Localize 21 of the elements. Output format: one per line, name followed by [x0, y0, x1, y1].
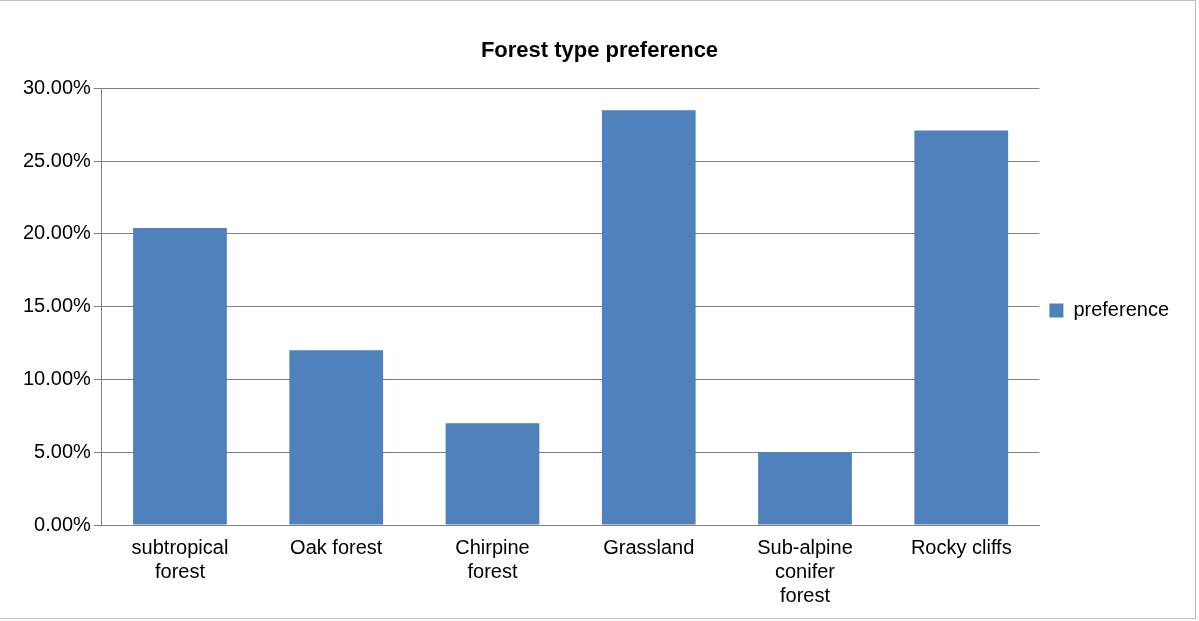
legend-label: preference — [1073, 298, 1170, 321]
x-tick-label: subtropical forest — [131, 535, 229, 582]
y-tick-label: 25.00% — [22, 148, 92, 171]
y-tick-label: 5.00% — [34, 439, 92, 462]
bar — [758, 452, 852, 525]
x-tick-label: Oak forest — [290, 535, 383, 558]
x-tick-label: Grassland — [603, 535, 695, 558]
x-tick-label: Chirpine forest — [455, 535, 530, 582]
y-tick-label: 10.00% — [22, 366, 92, 389]
y-tick-label: 30.00% — [22, 75, 92, 98]
x-tick-label: Sub-alpine conifer forest — [757, 535, 853, 606]
chart-title: Forest type preference — [480, 37, 719, 63]
bar — [601, 110, 696, 525]
x-tick-label: Rocky cliffs — [910, 535, 1012, 558]
y-tick-label: 15.00% — [22, 294, 92, 317]
y-tick-label: 20.00% — [22, 221, 92, 244]
bar — [289, 350, 384, 525]
bar — [914, 130, 1009, 525]
bar — [133, 228, 227, 525]
y-tick-label: 0.00% — [34, 512, 92, 535]
bar — [445, 423, 540, 525]
